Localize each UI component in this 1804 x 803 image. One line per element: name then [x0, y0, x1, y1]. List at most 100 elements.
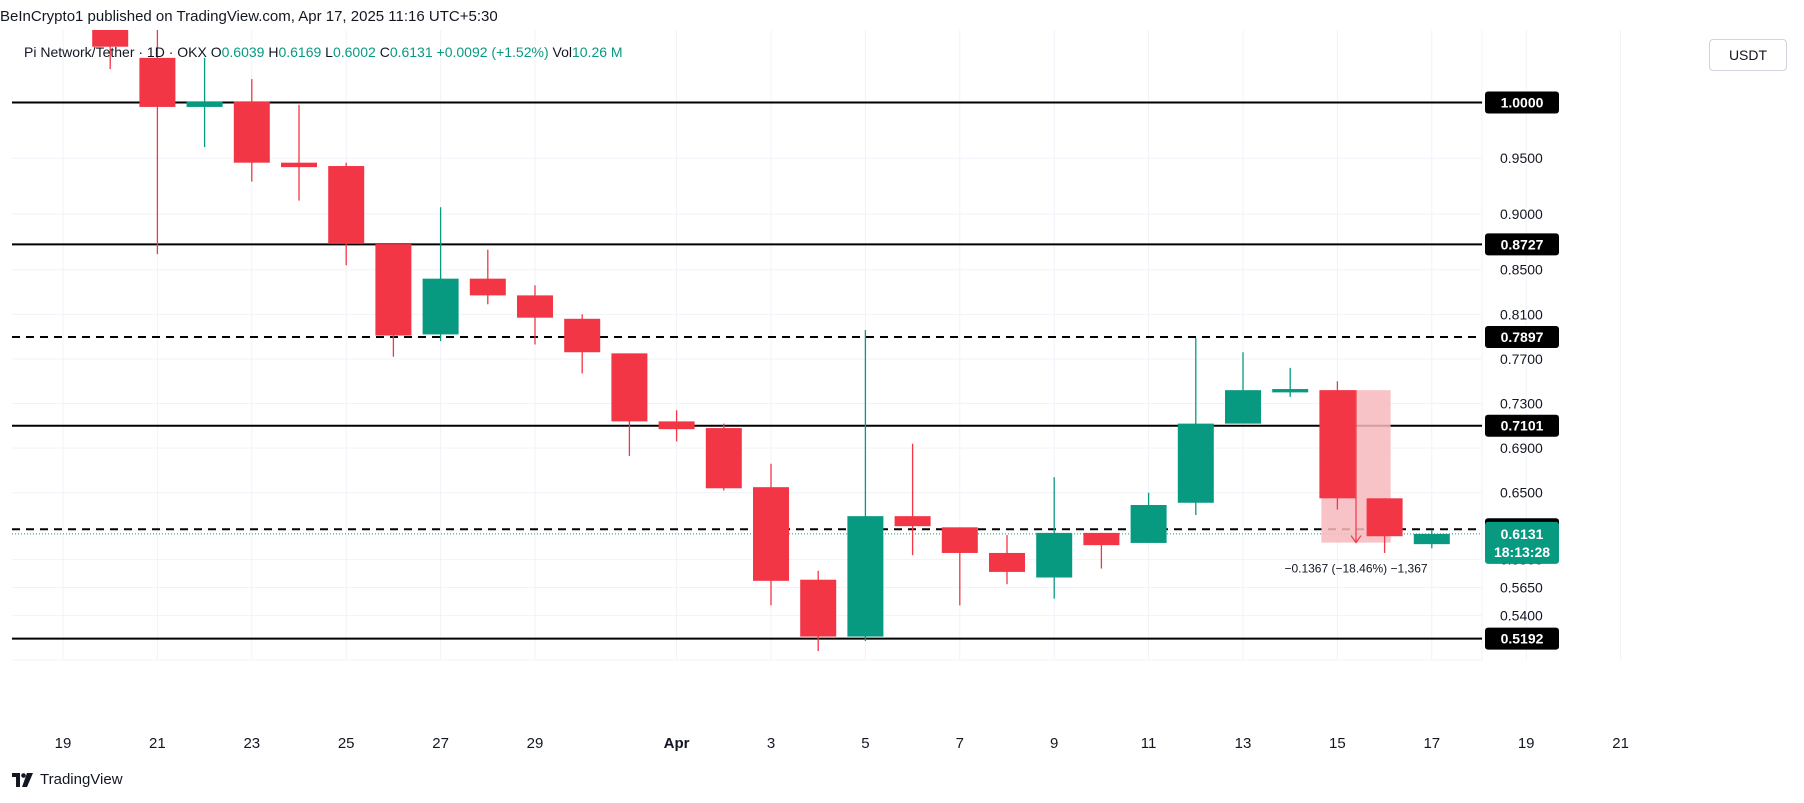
current-price-label: 0.6131 18:13:28 — [1485, 521, 1559, 564]
candle-down — [658, 410, 695, 442]
candle-body — [941, 527, 978, 553]
candle-down — [92, 30, 129, 70]
candle-down — [281, 104, 317, 201]
volume-value: 10.26 M — [571, 44, 623, 60]
level-price-tag: 0.7897 — [1485, 325, 1559, 348]
tradingview-brand[interactable]: TradingView — [12, 771, 123, 788]
x-tick-label: 9 — [1050, 735, 1058, 752]
candle-body — [1036, 532, 1073, 578]
low-value: 0.6002 — [332, 44, 376, 60]
open-value: 0.6039 — [221, 44, 265, 60]
candle-body — [894, 516, 931, 527]
candlestick-series — [92, 30, 1450, 652]
level-tag-bg — [1485, 414, 1559, 437]
level-price-tag: 0.7101 — [1485, 414, 1559, 437]
candle-body — [753, 487, 789, 581]
support-resistance-levels — [12, 101, 1482, 640]
level-tag-text: 0.5192 — [1501, 631, 1544, 647]
level-tag-text: 0.7897 — [1501, 329, 1544, 345]
symbol-legend: Pi Network/Tether · 1D · OKX O0.6039 H0.… — [24, 44, 623, 60]
candle-body — [989, 552, 1025, 572]
countdown-timer: 18:13:28 — [1494, 544, 1550, 560]
candle-body — [800, 579, 837, 637]
candle-down — [989, 535, 1025, 585]
candle-down — [941, 527, 978, 606]
x-tick-label: 3 — [767, 735, 775, 752]
level-tag-text: 0.8727 — [1501, 236, 1544, 252]
candle-body — [1225, 390, 1261, 424]
x-tick-label: 29 — [527, 735, 544, 752]
currency-selector-button[interactable]: USDT — [1709, 39, 1787, 71]
candle-up — [847, 329, 884, 642]
time-axis: 19 21 23 25 27 29 Apr 3 5 7 9 11 13 15 17 19 21 — [55, 735, 1629, 752]
candle-body — [92, 30, 129, 47]
level-tag-text: 1.0000 — [1501, 94, 1544, 110]
candle-body — [1083, 532, 1120, 546]
candle-down — [469, 249, 506, 305]
x-tick-label: Apr — [664, 735, 690, 752]
level-tag-text: 0.7101 — [1501, 418, 1544, 434]
x-tick-label: 27 — [432, 735, 449, 752]
candle-body — [186, 101, 223, 107]
candle-down — [611, 353, 648, 456]
candle-up — [1225, 352, 1261, 424]
close-value: 0.6131 — [389, 44, 433, 60]
x-tick-label: 15 — [1329, 735, 1346, 752]
brand-name: TradingView — [40, 771, 123, 788]
x-tick-label: 21 — [1612, 735, 1629, 752]
candle-down — [753, 463, 789, 606]
x-tick-label: 13 — [1235, 735, 1252, 752]
candle-down — [564, 314, 601, 374]
volume-label: Vol — [552, 44, 572, 60]
candle-down — [800, 570, 837, 652]
x-tick-label: 21 — [149, 735, 166, 752]
x-tick-label: 25 — [338, 735, 355, 752]
price-axis: 0.9500 0.9000 0.8500 0.8100 0.7700 0.7300 0.69… — [1500, 150, 1543, 623]
candle-body — [1319, 390, 1356, 499]
candle-body — [611, 353, 648, 422]
change-value: +0.0092 (+1.52%) — [436, 44, 549, 60]
level-price-tag: 0.8727 — [1485, 233, 1559, 256]
level-tag-bg — [1485, 627, 1559, 650]
level-tag-bg — [1485, 325, 1559, 348]
y-tick-label: 0.9000 — [1500, 206, 1543, 222]
level-price-tag: 1.0000 — [1485, 91, 1559, 114]
candle-up — [186, 57, 223, 148]
y-tick-label: 0.5650 — [1500, 580, 1543, 596]
level-price-tag: 0.5192 — [1485, 627, 1559, 650]
candle-up — [1413, 529, 1450, 549]
symbol-name[interactable]: Pi Network/Tether · 1D · OKX — [24, 44, 207, 60]
candle-body — [281, 162, 317, 168]
current-price-bg — [1485, 521, 1559, 564]
candle-body — [847, 516, 884, 637]
candle-down — [517, 285, 553, 345]
candle-body — [564, 318, 601, 353]
y-tick-label: 0.9500 — [1500, 150, 1543, 166]
candle-body — [517, 295, 553, 318]
x-tick-label: 7 — [956, 735, 964, 752]
high-value: 0.6169 — [278, 44, 322, 60]
candle-body — [658, 421, 695, 430]
y-tick-label: 0.8100 — [1500, 306, 1543, 322]
price-measure-tool: −0.1367 (−18.46%) −1,367 — [1284, 390, 1428, 576]
candle-body — [328, 166, 365, 243]
candle-body — [233, 101, 270, 163]
candle-body — [375, 244, 412, 336]
y-tick-label: 0.8500 — [1500, 262, 1543, 278]
x-tick-label: 19 — [55, 735, 72, 752]
candle-up — [1130, 492, 1167, 543]
candle-down — [233, 79, 270, 182]
x-tick-label: 17 — [1423, 735, 1440, 752]
candle-up — [1177, 337, 1214, 516]
candle-down — [1319, 381, 1356, 510]
y-tick-label: 0.6500 — [1500, 485, 1543, 501]
candle-down — [139, 30, 176, 255]
y-tick-label: 0.6900 — [1500, 440, 1543, 456]
x-tick-label: 11 — [1141, 735, 1157, 752]
candle-up — [1272, 367, 1309, 397]
candle-body — [705, 428, 742, 489]
high-label: H — [268, 44, 279, 60]
candle-body — [1130, 505, 1167, 543]
candle-up — [1036, 477, 1073, 599]
